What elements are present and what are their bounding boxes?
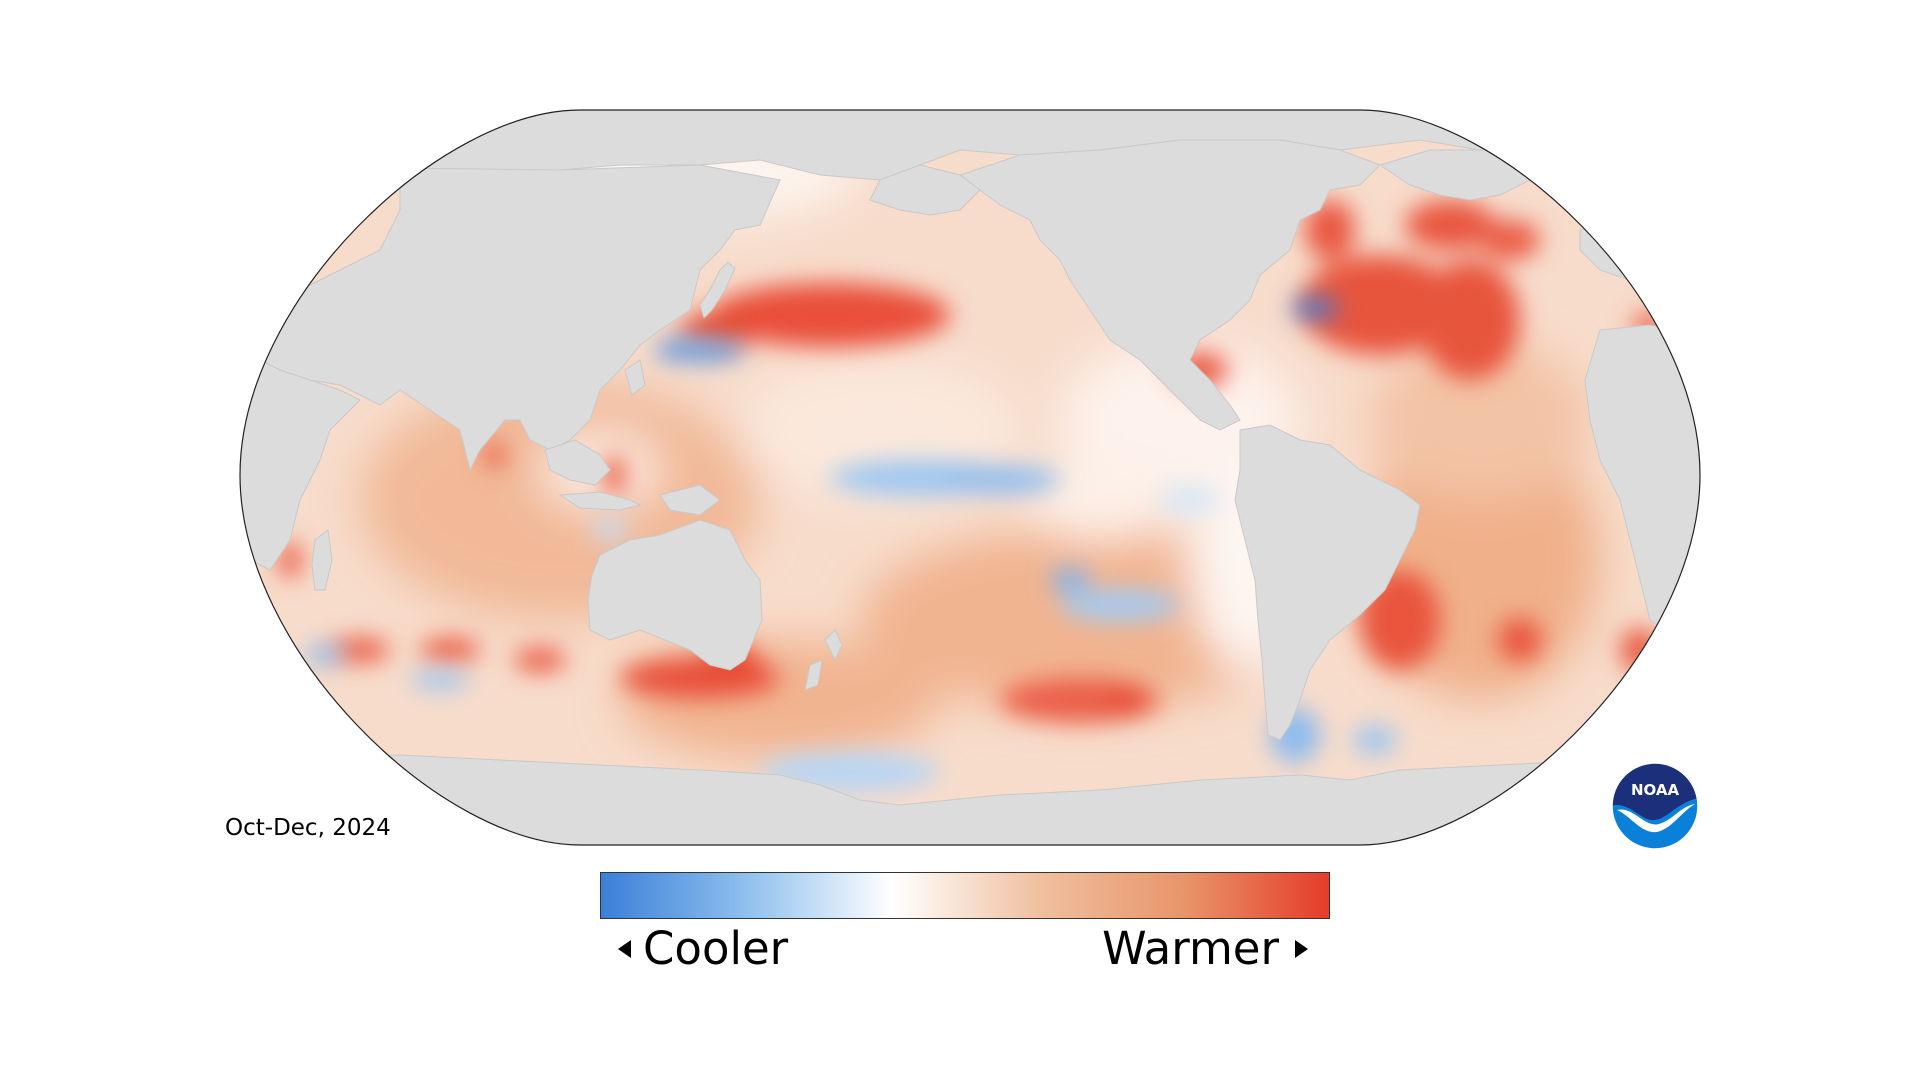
land [240,110,1700,845]
warmer-legend: Warmer [1102,922,1308,975]
right-arrow-icon [1295,939,1308,958]
warmer-label: Warmer [1102,922,1279,975]
logo-text: NOAA [1631,781,1680,799]
noaa-logo: NOAA [1611,762,1699,850]
color-scale-bar [600,872,1330,919]
left-arrow-icon [618,939,631,958]
map-outline [239,109,1701,846]
period-label: Oct-Dec, 2024 [225,815,391,841]
cooler-legend: Cooler [618,922,788,975]
cool-anomalies [305,298,1397,792]
cooler-label: Cooler [643,922,789,975]
